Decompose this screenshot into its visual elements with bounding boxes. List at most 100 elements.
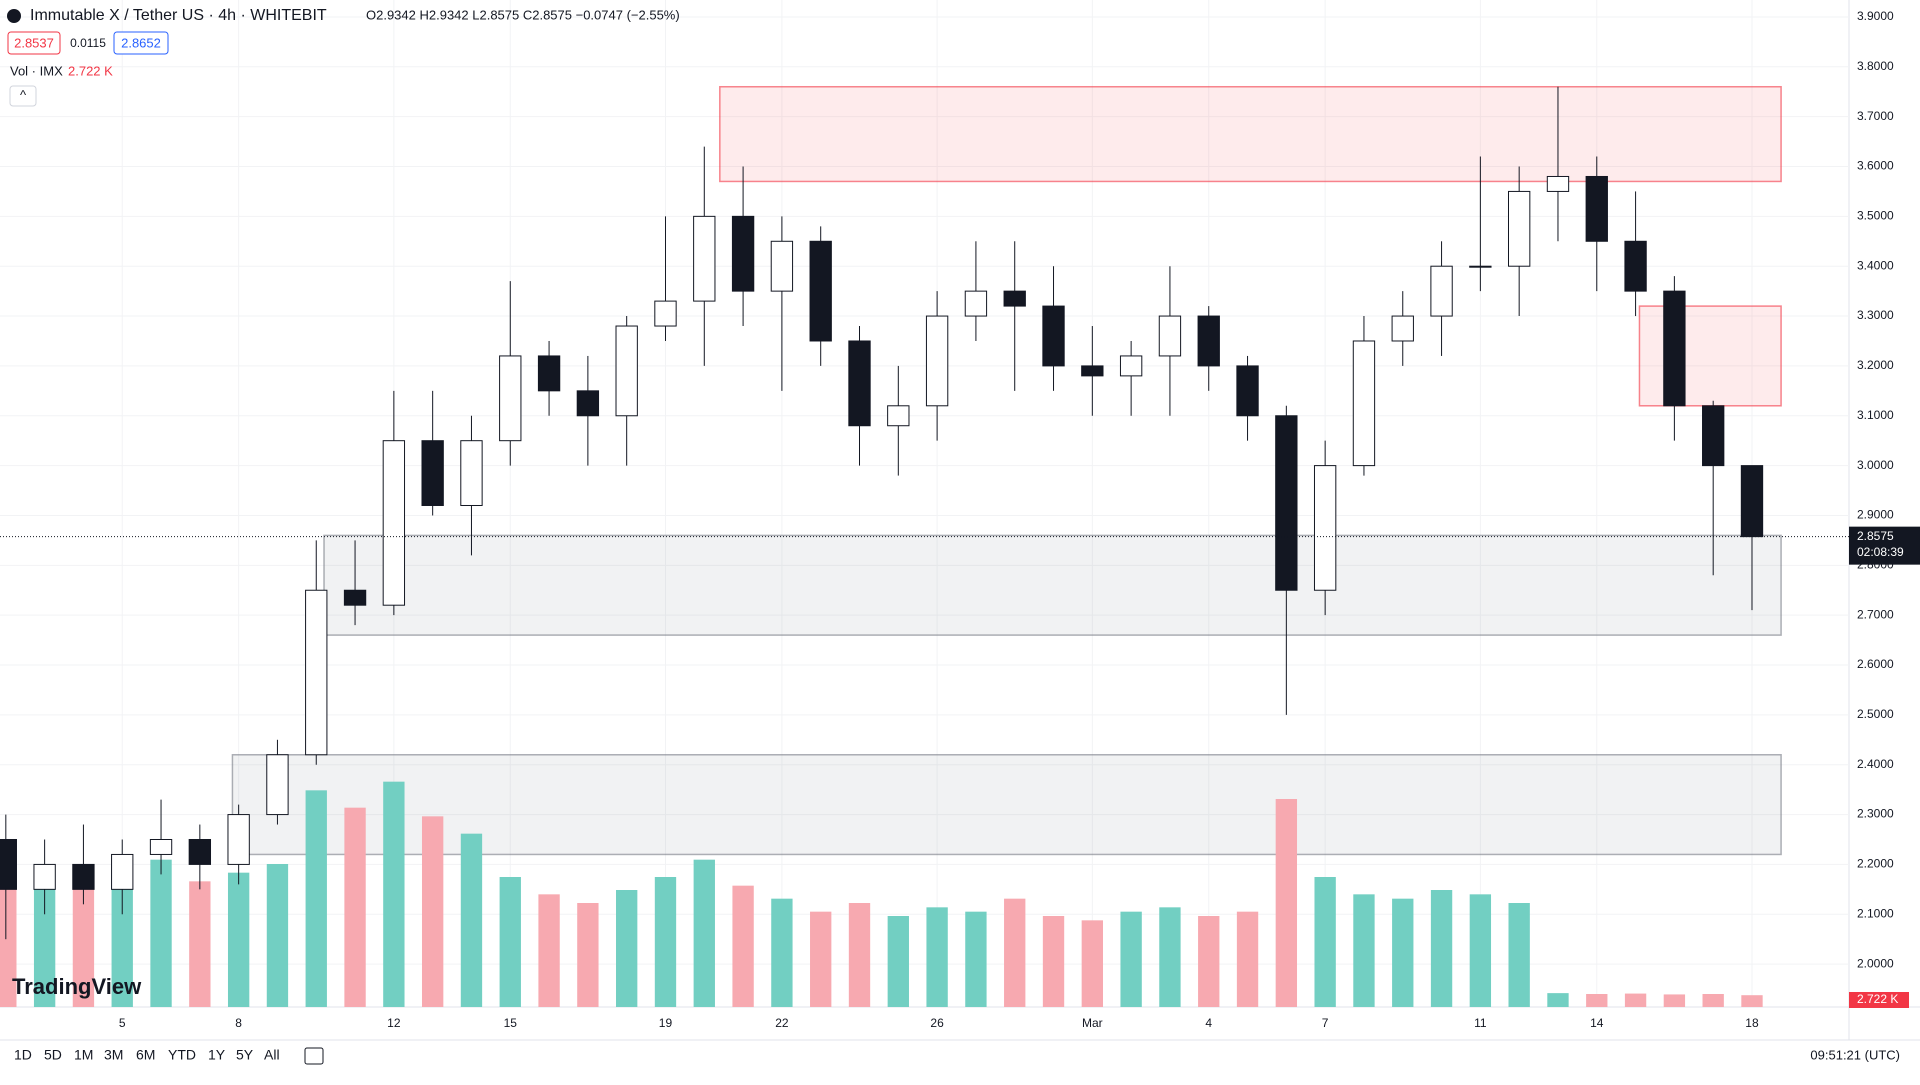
x-tick-label: Mar [1082, 1016, 1103, 1030]
y-tick-label: 3.4000 [1857, 258, 1894, 272]
volume-bar [538, 894, 560, 1007]
x-tick-label: 11 [1474, 1016, 1487, 1030]
candle-body [1119, 355, 1143, 377]
timeframe-button[interactable]: YTD [168, 1047, 196, 1063]
candle-body [1663, 290, 1686, 407]
x-tick-label: 5 [119, 1016, 126, 1030]
candle-body [1081, 365, 1104, 377]
candle-body [227, 814, 250, 865]
volume-bar [654, 877, 677, 1007]
candle-body [615, 325, 638, 417]
volume-bar [1159, 907, 1181, 1007]
volume-bar [732, 885, 754, 1007]
volume-bar [771, 898, 793, 1007]
candle-body [964, 290, 988, 317]
symbol-title[interactable]: Immutable X / Tether US · 4h · WHITEBIT [30, 7, 327, 24]
volume-bar [189, 881, 211, 1007]
candle-body [343, 589, 367, 606]
x-tick-label: 15 [504, 1016, 518, 1030]
candle-body [149, 838, 173, 855]
collapse-icon: ^ [20, 87, 27, 102]
x-tick-label: 14 [1590, 1016, 1604, 1030]
candle-body [925, 315, 949, 407]
volume-legend: Vol · IMX [10, 63, 63, 78]
y-tick-label: 3.3000 [1857, 308, 1894, 322]
bid: 2.8537 [14, 35, 54, 50]
y-tick-label: 3.5000 [1857, 209, 1894, 223]
candle-body [731, 215, 755, 292]
volume-bar [1624, 993, 1647, 1007]
volume-bar [887, 916, 909, 1007]
timeframe-button[interactable]: All [264, 1047, 280, 1063]
candle-body [188, 838, 212, 865]
volume-bar [848, 903, 871, 1007]
zone [323, 534, 1782, 636]
volume-bar [810, 911, 832, 1007]
y-tick-label: 2.3000 [1857, 807, 1894, 821]
volume-bar [305, 790, 327, 1007]
ohlc-values: O2.9342 H2.9342 L2.8575 C2.8575 −0.0747 … [366, 7, 680, 22]
x-tick-label: 7 [1322, 1016, 1329, 1030]
candle-body [1624, 240, 1647, 292]
volume-bar [1469, 894, 1492, 1007]
volume-bar [72, 885, 95, 1007]
candle-body [770, 240, 794, 292]
timeframe-button[interactable]: 1M [74, 1047, 93, 1063]
volume-bar [33, 868, 56, 1007]
bid-box[interactable] [7, 31, 61, 55]
candle-body [1585, 175, 1608, 242]
x-tick-label: 22 [775, 1016, 789, 1030]
countdown: 02:08:39 [1857, 545, 1904, 559]
spread: 0.0115 [70, 36, 106, 50]
y-tick-label: 3.6000 [1857, 159, 1894, 173]
timeframe-button[interactable]: 1D [14, 1047, 32, 1063]
timeframe-button[interactable]: 5D [44, 1047, 62, 1063]
collapse-button[interactable] [9, 85, 37, 107]
volume-bar [383, 781, 405, 1007]
y-tick-label: 3.8000 [1857, 59, 1894, 73]
candle-body [1158, 315, 1182, 357]
symbol-icon [7, 9, 21, 23]
volume-bar [1004, 898, 1026, 1007]
volume-bar [616, 890, 638, 1007]
y-tick-label: 3.0000 [1857, 458, 1894, 472]
timeframe-button[interactable]: 6M [136, 1047, 155, 1063]
volume-bar [344, 807, 366, 1007]
volume-tag [1849, 992, 1909, 1008]
volume-bar [965, 911, 987, 1007]
y-tick-label: 2.9000 [1857, 508, 1894, 522]
volume-bar [693, 859, 715, 1007]
candle-body [1197, 315, 1220, 367]
timeframe-button[interactable]: 1Y [208, 1047, 226, 1063]
x-tick-label: 18 [1745, 1016, 1759, 1030]
x-tick-label: 12 [387, 1016, 401, 1030]
candle-body [537, 355, 561, 392]
candle-body [1391, 315, 1414, 342]
volume-bar [1430, 890, 1453, 1007]
x-tick-label: 4 [1205, 1016, 1212, 1030]
clock: 09:51:21 (UTC) [1810, 1047, 1900, 1062]
volume-bar [227, 872, 250, 1007]
timeframe-button[interactable]: 5Y [236, 1047, 254, 1063]
y-tick-label: 2.6000 [1857, 657, 1894, 671]
candle-body [1275, 415, 1298, 591]
candle-body [1469, 265, 1492, 268]
date-range-icon[interactable] [304, 1047, 324, 1065]
y-tick-label: 3.9000 [1857, 9, 1894, 23]
ask-box[interactable] [113, 31, 169, 55]
y-tick-label: 3.7000 [1857, 109, 1894, 123]
candle-body [887, 405, 910, 427]
volume-bar [460, 833, 483, 1007]
volume-bar [0, 877, 17, 1007]
candle-body [1430, 265, 1453, 317]
zone [231, 754, 1782, 856]
timeframe-button[interactable]: 3M [104, 1047, 123, 1063]
x-tick-label: 19 [659, 1016, 673, 1030]
volume-bar [1236, 911, 1259, 1007]
volume-bar [1663, 994, 1686, 1007]
candle-body [1702, 405, 1725, 467]
candle-body [848, 340, 871, 427]
ask: 2.8652 [121, 35, 161, 50]
volume-bar [577, 903, 599, 1007]
volume-bar [1081, 920, 1103, 1007]
